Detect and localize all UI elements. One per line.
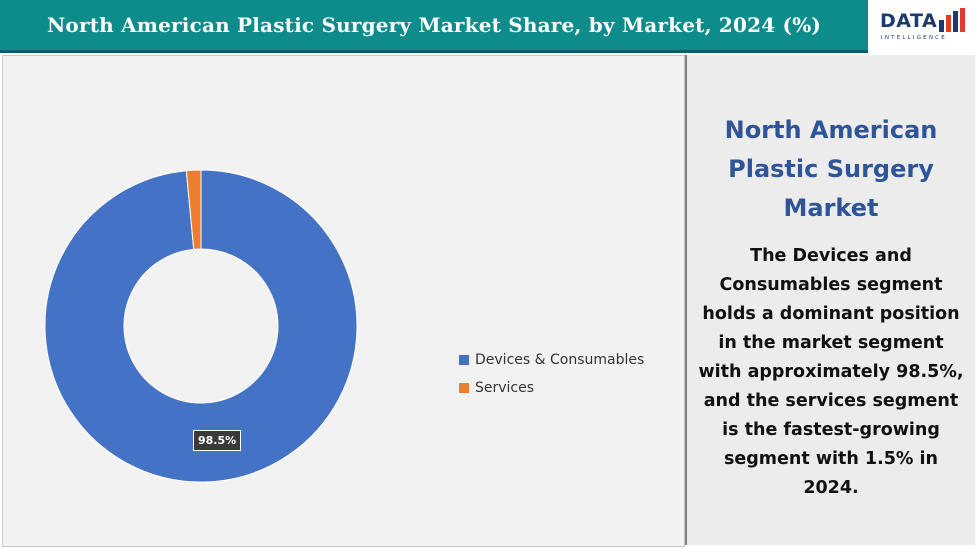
summary-text-line: with approximately 98.5%, xyxy=(698,362,964,382)
logo-text: DATA xyxy=(880,10,938,32)
header-bar: North American Plastic Surgery Market Sh… xyxy=(0,0,868,53)
summary-text-line: and the services segment xyxy=(703,391,959,411)
slice-services xyxy=(185,169,202,250)
datam-intelligence-logo: DATA INTELLIGENCE xyxy=(872,4,972,48)
summary-title: North American Plastic Surgery Market xyxy=(687,111,975,228)
logo-subtext: INTELLIGENCE xyxy=(881,35,947,41)
legend-item-devices: Devices & Consumables xyxy=(459,346,644,374)
data-label-devices: 98.5% xyxy=(193,430,242,451)
summary-text-line: The Devices and xyxy=(750,246,912,266)
legend-label-services: Services xyxy=(475,380,535,396)
legend-label-devices: Devices & Consumables xyxy=(475,352,645,368)
bar-chart-icon xyxy=(939,8,965,32)
summary-text-line: segment with 1.5% in xyxy=(724,449,938,469)
summary-panel: North American Plastic Surgery Market The … xyxy=(685,55,975,545)
chart-title: North American Plastic Surgery Market Sh… xyxy=(46,13,822,37)
summary-text-line: holds a dominant position xyxy=(702,304,960,324)
summary-text-line: Consumables segment xyxy=(719,275,943,295)
summary-text-line: in the market segment xyxy=(718,333,944,353)
summary-text-line: 2024. xyxy=(803,478,859,498)
summary-title-line: North American xyxy=(724,116,938,144)
summary-text: The Devices and Consumables segment holds … xyxy=(693,242,969,503)
legend-item-services: Services xyxy=(459,374,644,402)
summary-title-line: Plastic Surgery xyxy=(728,155,934,183)
summary-text-line: is the fastest-growing xyxy=(722,420,940,440)
chart-panel: 98.5% Devices & Consumables Services xyxy=(2,55,685,547)
legend-swatch-devices xyxy=(459,355,469,365)
chart-legend: Devices & Consumables Services xyxy=(459,346,644,402)
donut-chart xyxy=(44,169,358,483)
slice-devices xyxy=(44,169,358,483)
legend-swatch-services xyxy=(459,383,469,393)
summary-title-line: Market xyxy=(783,194,879,222)
